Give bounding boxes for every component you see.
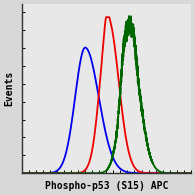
- Y-axis label: Events: Events: [4, 71, 14, 106]
- X-axis label: Phospho-p53 (S15) APC: Phospho-p53 (S15) APC: [45, 181, 168, 191]
